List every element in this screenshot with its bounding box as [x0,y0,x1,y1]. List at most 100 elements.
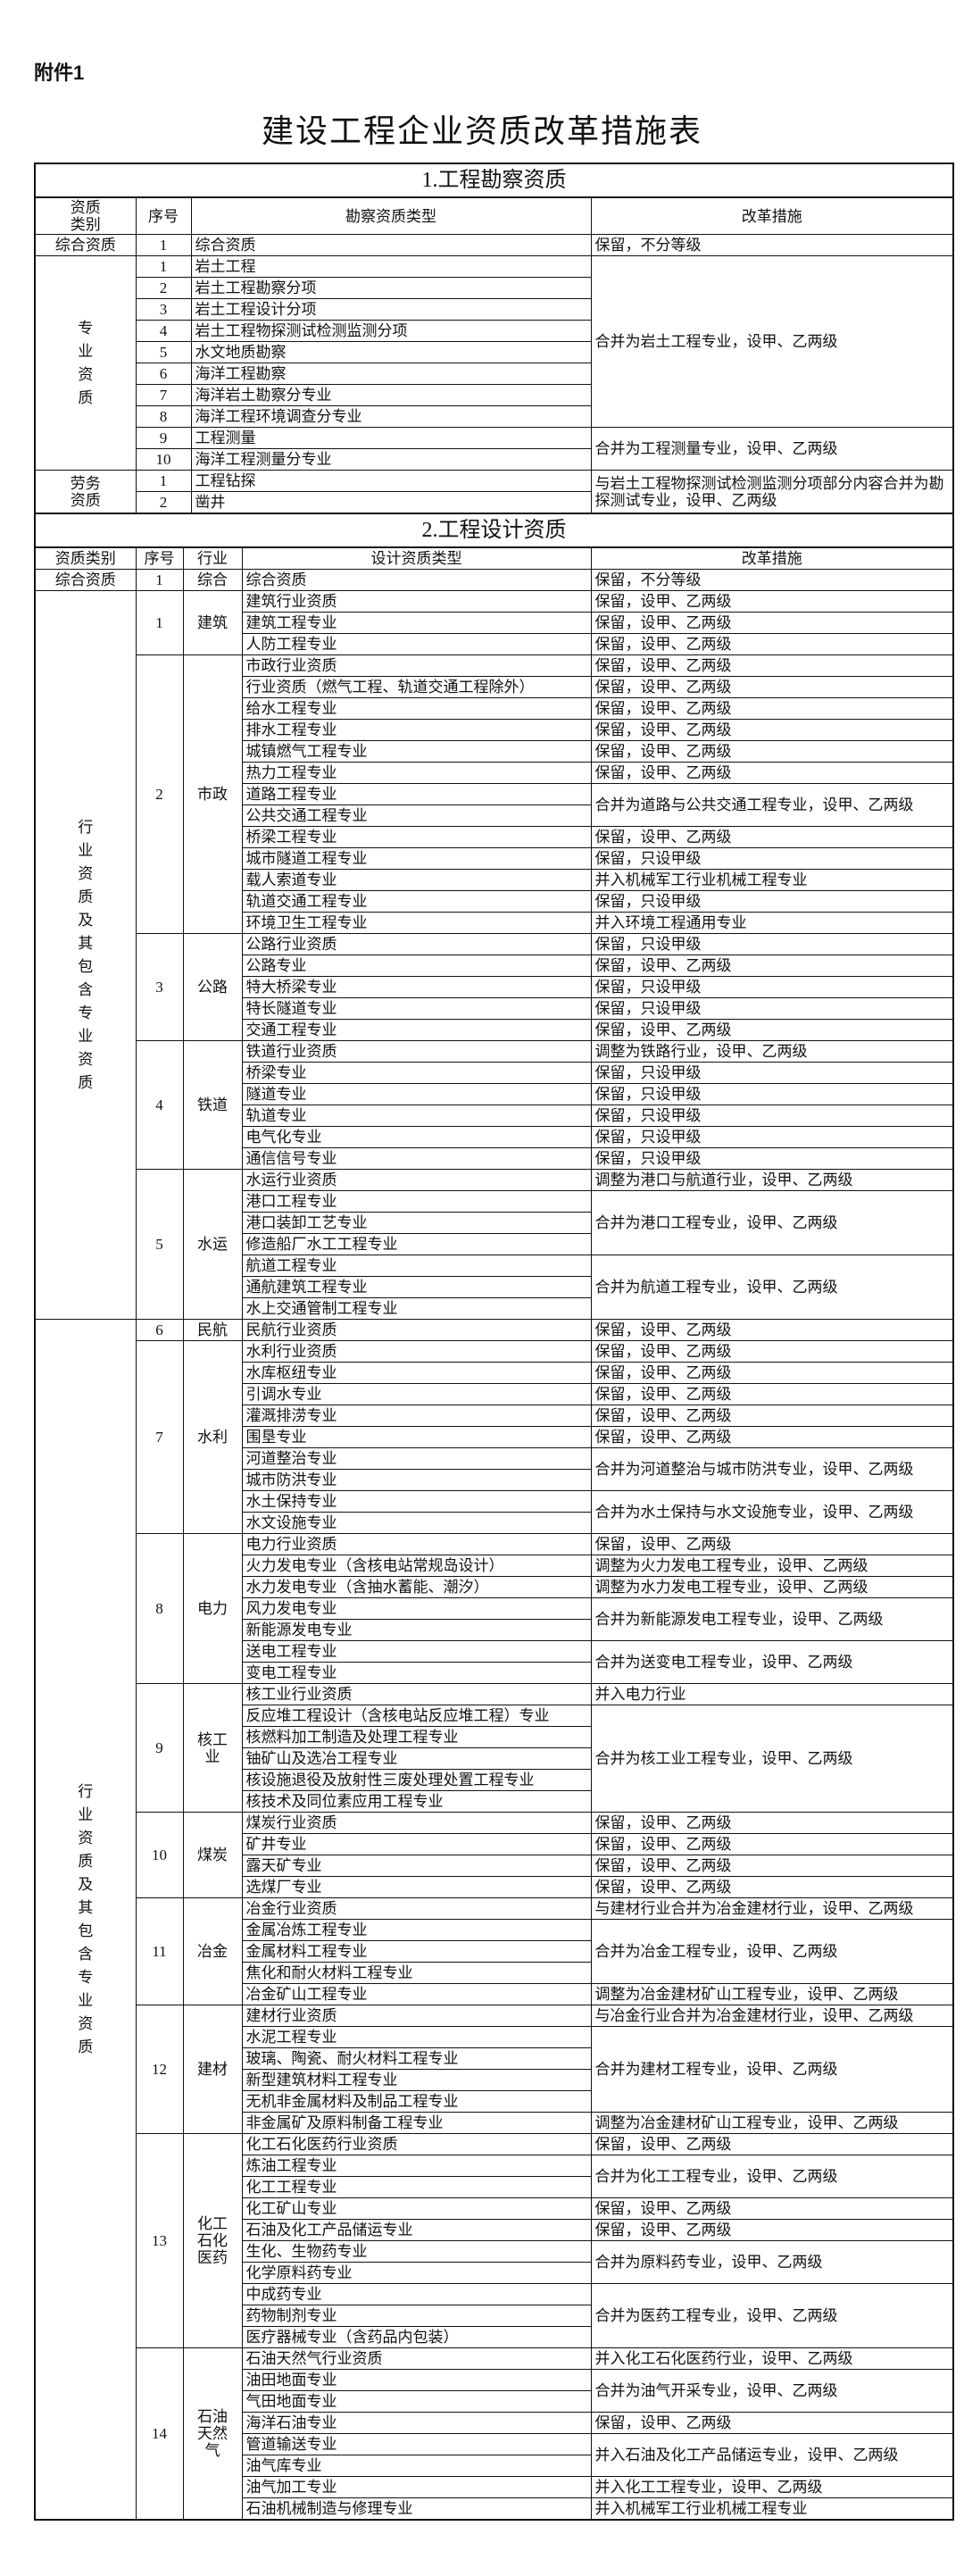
category-cell-text: 行业资质及其包含专业资质 [78,818,94,1091]
table-row: 中成药专业 合并为医药工程专业，设甲、乙两级 [35,2283,954,2348]
type-cell: 无机非金属材料及制品工程专业 [241,2090,592,2113]
type-cell: 铁道行业资质 [241,1040,592,1063]
table-row: 13 化工石化医药 化工石化医药行业资质 保留，设甲、乙两级 [35,2133,954,2348]
measure-cell: 保留，只设甲级 [590,1062,954,1084]
measure-cell: 保留，设甲、乙两级 [590,1362,954,1384]
type-cell: 港口装卸工艺专业 [241,1212,592,1234]
table-row: 10 煤炭 煤炭行业资质 保留，设甲、乙两级 [35,1812,954,1898]
type-cell: 热力工程专业 [241,762,592,784]
number-cell: 12 [135,2005,184,2134]
type-cell: 核设施退役及放射性三废处理处置工程专业 [241,1769,592,1791]
industry-cell: 水利 [182,1340,243,1534]
table-row: 热力工程专业 保留，设甲、乙两级 [35,762,954,784]
measure-cell: 保留，只设甲级 [590,976,954,998]
type-cell: 通信信号专业 [241,1147,592,1170]
number-cell: 2 [135,491,192,514]
column-header: 勘察资质类型 [190,196,592,235]
table-row: 轨道专业 保留，只设甲级 [35,1105,954,1127]
measure-cell: 并入机械军工行业机械工程专业 [590,2497,954,2521]
number-cell: 5 [135,341,192,363]
type-cell: 焦化和耐火材料工程专业 [241,1962,592,1984]
type-cell: 金属材料工程专业 [241,1940,592,1963]
type-cell: 轨道专业 [241,1105,592,1127]
number-cell: 10 [135,448,192,471]
table-row: 行业资质及其包含专业资质 1 建筑 建筑行业资质 保留，设甲、乙两级 [34,590,954,1320]
industry-cell-text: 铁道 [197,1096,228,1113]
type-cell: 化工矿山专业 [241,2197,592,2220]
type-cell: 海洋工程测量分专业 [190,448,592,471]
measure-cell: 保留，设甲、乙两级 [590,719,954,741]
measure-cell: 保留，设甲、乙两级 [590,2197,954,2220]
attachment-label: 附件1 [34,62,85,84]
type-cell: 桥梁专业 [241,1062,592,1084]
measure-cell: 保留，不分等级 [590,234,954,256]
type-cell: 炼油工程专业 [241,2155,592,2177]
table-row: 化学原料药专业 [35,2262,953,2284]
category-cell: 综合资质 [34,569,137,591]
type-cell: 中成药专业 [241,2283,592,2305]
type-cell: 火力发电专业（含核电站常规岛设计） [241,1555,592,1577]
type-cell: 综合资质 [241,569,592,591]
type-cell: 航道工程专业 [241,1255,592,1277]
table-row: 劳务资质 1 工程钻探 与岩土工程物探测试检测监测分项部分内容合并为勘探测试专业，设甲… [34,470,954,514]
table-row: 8 电力 电力行业资质 保留，设甲、乙两级 [35,1533,954,1684]
table-row: 4 岩土工程物探测试检测监测分项 [35,320,953,342]
type-cell: 化工工程专业 [241,2176,592,2198]
industry-cell: 建筑 [182,590,243,655]
measure-cell: 合并为油气开采专业，设甲、乙两级 [590,2369,954,2413]
measure-cell: 保留，设甲、乙两级 [590,1533,954,1555]
measure-cell: 调整为冶金建材矿山工程专业，设甲、乙两级 [590,1983,954,2005]
type-cell: 公路行业资质 [241,933,592,955]
type-cell: 新型建筑材料工程专业 [241,2069,592,2091]
measure-cell: 保留，设甲、乙两级 [590,1855,954,1877]
measure-cell: 合并为水土保持与水文设施专业，设甲、乙两级 [590,1490,954,1534]
table-row: 冶金矿山工程专业 调整为冶金建材矿山工程专业，设甲、乙两级 [35,1983,954,2005]
table-row: 港口工程专业 合并为港口工程专业，设甲、乙两级 [35,1190,954,1255]
table-row: 9 工程测量 合并为工程测量专业，设甲、乙两级 [35,427,954,471]
number-cell: 2 [135,277,192,299]
measure-cell: 并入石油及化工产品储运专业，设甲、乙两级 [590,2433,954,2477]
industry-cell: 核工业 [182,1683,243,1813]
measure-cell: 调整为冶金建材矿山工程专业，设甲、乙两级 [590,2112,954,2134]
measure-cell: 合并为冶金工程专业，设甲、乙两级 [590,1919,954,1984]
measure-cell: 保留，设甲、乙两级 [590,1319,954,1341]
measure-cell: 合并为医药工程专业，设甲、乙两级 [590,2283,954,2348]
type-cell: 选煤厂专业 [241,1876,592,1898]
type-cell: 灌溉排涝专业 [241,1405,592,1427]
document-title: 建设工程企业资质改革措施表 [261,113,702,149]
type-cell: 水土保持专业 [241,1490,592,1513]
measure-cell: 保留，不分等级 [590,569,954,591]
category-cell: 综合资质 [34,234,137,256]
measure-cell: 保留，设甲、乙两级 [590,633,954,655]
number-cell: 8 [135,405,192,428]
header-row: 资质类别 序号 行业 设计资质类型 改革措施 [34,546,954,570]
industry-cell-text: 建材 [197,2061,228,2078]
number-cell: 1 [135,569,184,591]
number-cell: 9 [135,1683,184,1813]
number-cell: 9 [135,427,192,449]
type-cell: 岩土工程物探测试检测监测分项 [190,320,592,342]
number-cell: 11 [135,1897,184,2005]
table-row: 矿井专业 保留，设甲、乙两级 [35,1833,954,1855]
measure-cell: 保留，设甲、乙两级 [590,1876,954,1898]
table-row: 选煤厂专业 保留，设甲、乙两级 [35,1876,954,1898]
measure-cell: 保留，只设甲级 [590,933,954,955]
type-cell: 轨道交通工程专业 [241,890,592,913]
type-cell: 新能源发电专业 [241,1619,592,1641]
type-cell: 水泥工程专业 [241,2026,592,2048]
type-cell: 水文设施专业 [241,1512,592,1534]
table-row: 城镇燃气工程专业 保留，设甲、乙两级 [35,740,954,763]
type-cell: 露天矿专业 [241,1855,592,1877]
table-row: 公共交通工程专业 [35,804,953,827]
survey-table: 1.工程勘察资质 资质类别 序号 勘察资质类型 改革措施 综合资质 1 综合资质 保留，不分等级… [34,163,954,514]
table-row: 城市隧道工程专业 保留，只设甲级 [35,847,954,870]
type-cell: 载人索道专业 [241,869,592,891]
table-row: 公路专业 保留，设甲、乙两级 [35,955,954,977]
measure-cell: 保留，设甲、乙两级 [590,1383,954,1405]
industry-cell: 冶金 [182,1897,243,2005]
measure-cell: 与冶金行业合并为冶金建材行业，设甲、乙两级 [590,2005,954,2027]
measure-cell: 保留，只设甲级 [590,1126,954,1148]
table-row: 电气化专业 保留，只设甲级 [35,1126,954,1148]
type-cell: 气田地面专业 [241,2390,592,2413]
industry-cell-text: 市政 [197,786,228,803]
